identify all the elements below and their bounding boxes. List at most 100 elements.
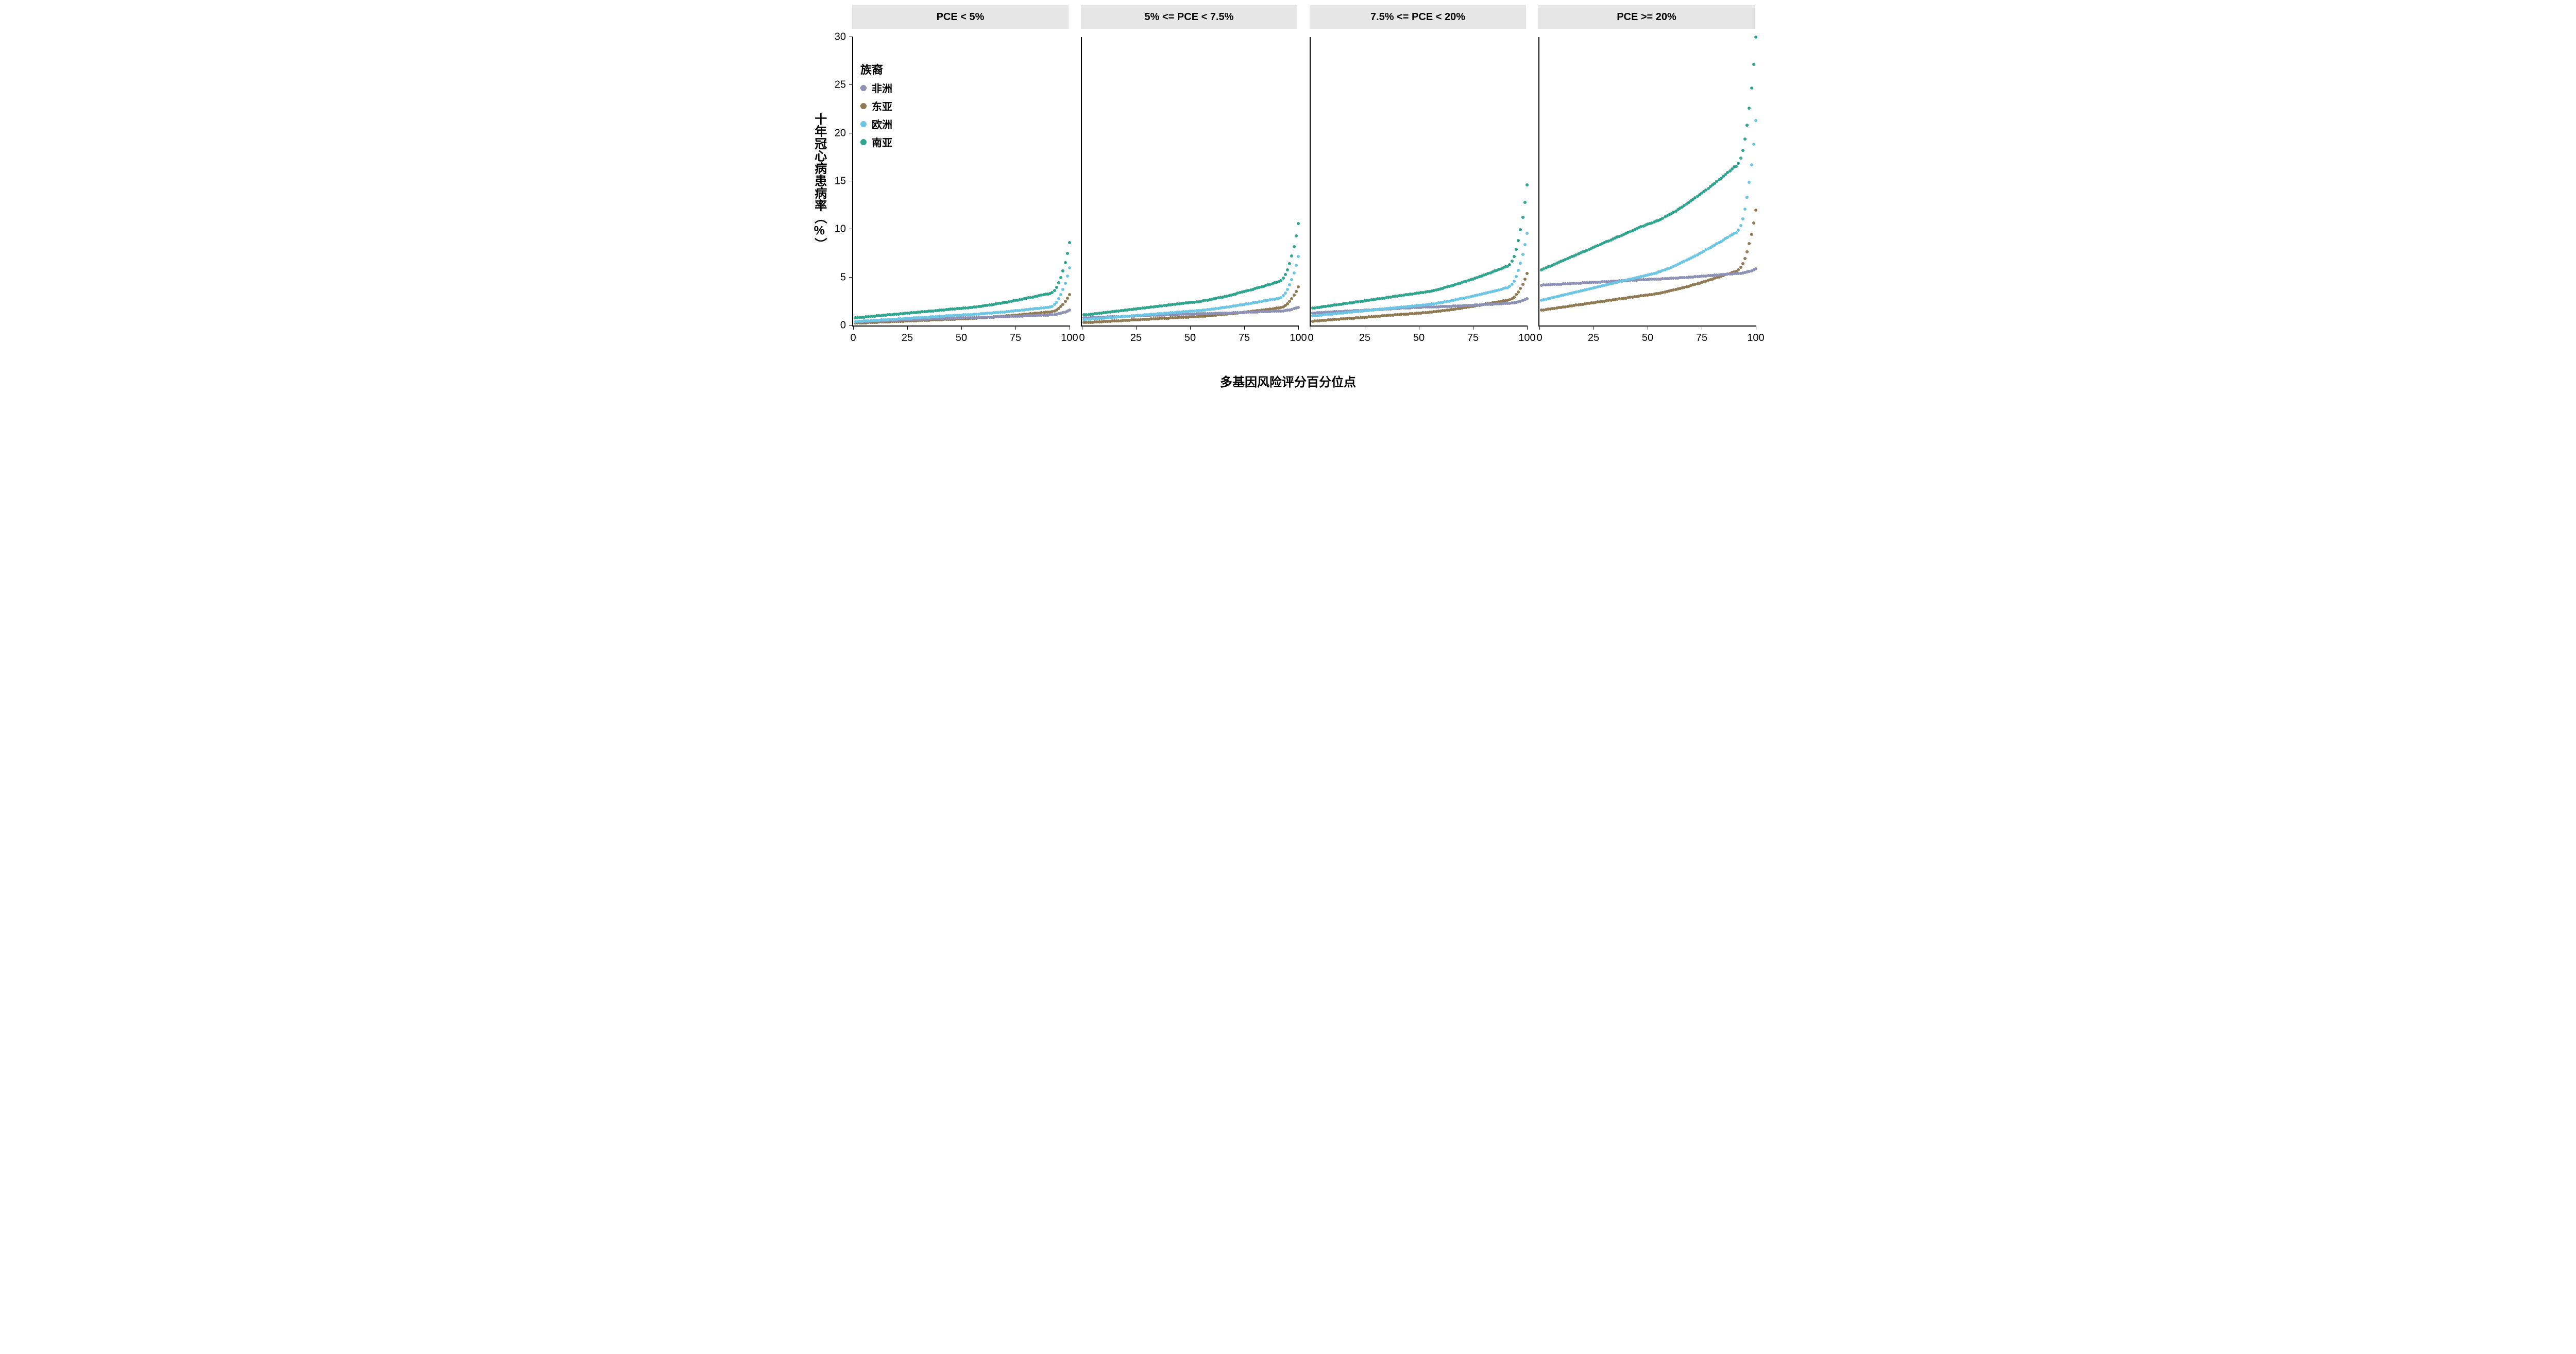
- data-point: [1748, 242, 1751, 245]
- data-point: [1290, 254, 1293, 258]
- data-point: [1284, 273, 1287, 276]
- data-point: [1064, 261, 1067, 264]
- y-tick-label: 20: [835, 127, 846, 139]
- data-point: [1511, 283, 1514, 286]
- data-point: [1293, 245, 1296, 248]
- legend-label: 欧洲: [872, 116, 892, 131]
- x-axis-title: 多基因风险评分百分位点: [1220, 372, 1356, 390]
- data-point: [1297, 285, 1300, 288]
- legend-item-africa: 非洲: [860, 80, 892, 95]
- x-tick-label: 75: [1239, 332, 1250, 344]
- data-point: [1295, 234, 1298, 237]
- data-point: [1513, 280, 1516, 283]
- data-point: [1066, 297, 1069, 300]
- x-tick-label: 100: [1747, 332, 1764, 344]
- data-point: [1508, 263, 1511, 266]
- x-tick: [1015, 325, 1016, 330]
- data-point: [1748, 181, 1751, 184]
- data-point: [1515, 293, 1518, 296]
- data-point: [1519, 228, 1522, 231]
- y-tick: [849, 84, 853, 85]
- legend-dot-icon: [860, 103, 867, 109]
- data-point: [1750, 163, 1753, 166]
- x-tick-label: 25: [1359, 332, 1370, 344]
- x-tick-label: 100: [1290, 332, 1307, 344]
- data-point: [1059, 293, 1062, 296]
- legend-label: 东亚: [872, 98, 892, 113]
- x-tick: [907, 325, 908, 330]
- data-point: [1066, 275, 1069, 278]
- data-point: [1288, 283, 1291, 286]
- data-point: [1068, 266, 1071, 269]
- data-point: [1282, 294, 1285, 297]
- data-point: [1059, 276, 1062, 279]
- data-point: [1517, 269, 1520, 272]
- data-point: [1521, 216, 1524, 219]
- data-point: [1750, 233, 1753, 236]
- x-tick: [1136, 325, 1137, 330]
- panels-container: PCE < 5%02550751000510152025305% <= PCE …: [852, 5, 1755, 356]
- x-tick-label: 75: [1010, 332, 1021, 344]
- panel-header: PCE < 5%: [852, 5, 1069, 29]
- plot-area: 0255075100: [1538, 37, 1756, 327]
- data-point: [1523, 243, 1527, 246]
- x-tick: [1298, 325, 1299, 330]
- x-tick-label: 25: [1588, 332, 1599, 344]
- data-point: [1739, 157, 1742, 160]
- data-point: [1743, 208, 1747, 211]
- y-tick-label: 15: [835, 176, 846, 187]
- data-point: [1057, 297, 1060, 300]
- data-point: [1526, 183, 1529, 186]
- data-point: [1752, 143, 1755, 146]
- data-point: [1737, 229, 1740, 232]
- data-point: [1290, 297, 1293, 300]
- panel-3: PCE >= 20%0255075100: [1538, 5, 1755, 356]
- figure-root: 十年冠心病患病率（%） PCE < 5%02550751000510152025…: [804, 0, 1772, 391]
- data-point: [1511, 260, 1514, 263]
- legend-label: 非洲: [872, 80, 892, 95]
- x-tick-label: 0: [1536, 332, 1542, 344]
- data-point: [1519, 287, 1522, 290]
- y-axis-title: 十年冠心病患病率（%）: [812, 113, 826, 250]
- legend-item-south_asia: 南亚: [860, 134, 892, 149]
- data-point: [1286, 268, 1289, 271]
- data-point: [1741, 217, 1744, 220]
- x-tick-label: 0: [850, 332, 856, 344]
- data-point: [1752, 63, 1755, 66]
- data-point: [1523, 201, 1527, 204]
- data-point: [1743, 138, 1747, 141]
- plot-area: 0255075100: [1081, 37, 1298, 327]
- panel-2: 7.5% <= PCE < 20%0255075100: [1310, 5, 1526, 356]
- data-point: [1297, 306, 1300, 309]
- data-point: [1741, 262, 1744, 265]
- y-tick: [849, 277, 853, 278]
- x-tick-label: 25: [1130, 332, 1142, 344]
- data-point: [1061, 303, 1064, 306]
- data-point: [1068, 308, 1071, 312]
- plot-area: 0255075100: [1310, 37, 1527, 327]
- data-point: [1297, 255, 1300, 258]
- legend: 族裔非洲东亚欧洲南亚: [860, 61, 892, 149]
- data-point: [1521, 253, 1524, 256]
- data-point: [1286, 288, 1289, 291]
- data-point: [1739, 266, 1742, 269]
- data-point: [1064, 300, 1067, 303]
- data-point: [1290, 278, 1293, 281]
- x-tick-label: 0: [1308, 332, 1313, 344]
- data-point: [1055, 286, 1058, 289]
- data-point: [1068, 241, 1071, 244]
- legend-dot-icon: [860, 121, 867, 127]
- data-point: [1737, 162, 1740, 165]
- data-point: [1515, 275, 1518, 278]
- legend-label: 南亚: [872, 134, 892, 149]
- data-point: [1513, 255, 1516, 258]
- x-tick-label: 100: [1518, 332, 1535, 344]
- legend-item-east_asia: 东亚: [860, 98, 892, 113]
- data-point: [1053, 289, 1056, 292]
- data-point: [1068, 293, 1071, 296]
- data-point: [1288, 262, 1291, 265]
- legend-dot-icon: [860, 139, 867, 145]
- data-point: [1745, 124, 1749, 127]
- x-tick-label: 0: [1079, 332, 1084, 344]
- data-point: [1754, 267, 1757, 270]
